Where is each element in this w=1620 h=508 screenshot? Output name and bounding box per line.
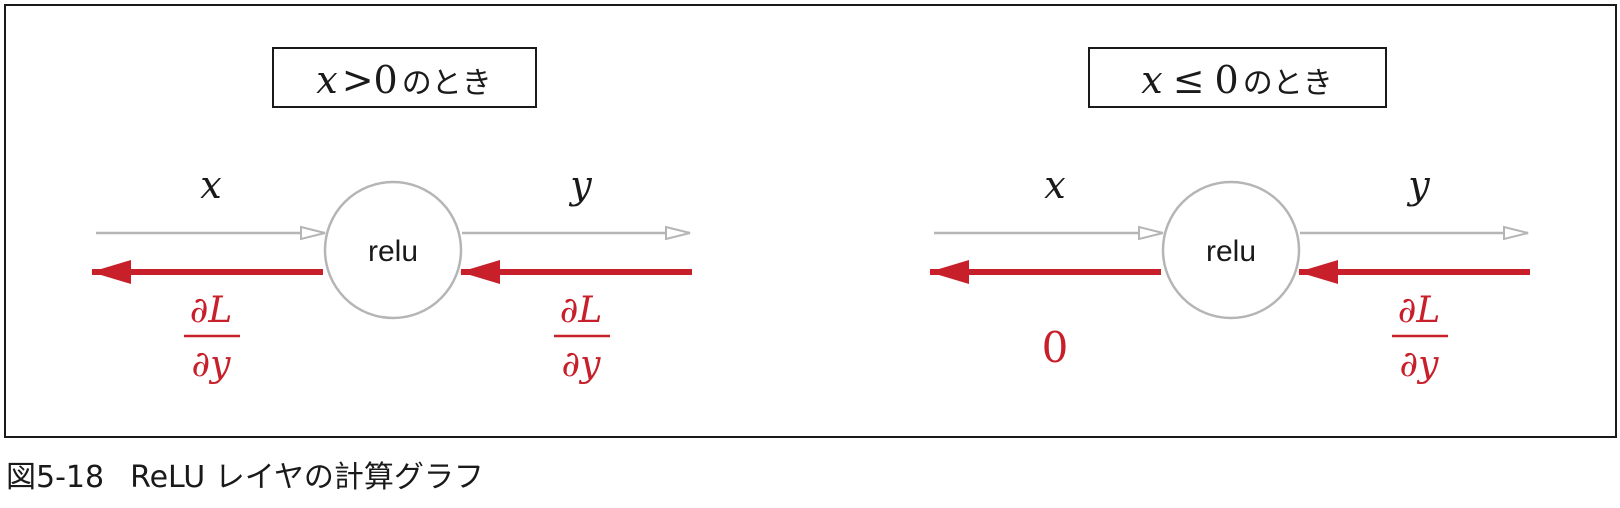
right-condition-label: x ≤0 のとき — [1141, 58, 1332, 102]
svg-text:∂y: ∂y — [192, 344, 232, 385]
right-condition-box — [1088, 47, 1387, 108]
left-condition-suffix: のとき — [402, 66, 492, 101]
svg-text:∂L: ∂L — [190, 290, 233, 331]
svg-text:∂L: ∂L — [1398, 290, 1441, 331]
right-condition-op: ≤ — [1173, 58, 1205, 102]
right-panel: x ≤0 のとき x relu y 0 ∂L ∂y — [929, 47, 1530, 385]
right-input-label: x — [1044, 163, 1065, 207]
left-input-label: x — [200, 163, 221, 207]
left-output-label: y — [568, 163, 592, 207]
left-condition-label: x >0 のとき — [316, 58, 491, 102]
right-downstream-gradient: 0 — [1042, 323, 1069, 372]
figure-frame — [4, 4, 1617, 438]
right-condition-var: x — [1141, 58, 1162, 102]
figure-caption: 図5-18 ReLU レイヤの計算グラフ — [6, 460, 484, 495]
left-condition-box — [272, 47, 537, 108]
left-condition-val: 0 — [374, 58, 398, 102]
left-panel: x >0 のとき x relu y ∂L ∂y ∂L — [91, 47, 692, 385]
left-relu-node-label: relu — [368, 235, 418, 268]
left-downstream-gradient: ∂L ∂y — [184, 290, 240, 385]
right-condition-suffix: のとき — [1243, 66, 1333, 101]
right-condition-val: 0 — [1215, 58, 1239, 102]
left-condition-op: > — [342, 58, 374, 102]
svg-text:∂y: ∂y — [1400, 344, 1440, 385]
figure-number: 図5-18 — [6, 460, 104, 495]
right-relu-node-label: relu — [1206, 235, 1256, 268]
figure-title: ReLU レイヤの計算グラフ — [130, 460, 484, 495]
svg-text:∂y: ∂y — [562, 344, 602, 385]
right-relu-node — [1161, 180, 1301, 320]
right-upstream-gradient: ∂L ∂y — [1392, 290, 1448, 385]
svg-text:∂L: ∂L — [560, 290, 603, 331]
left-relu-node — [323, 180, 463, 320]
left-upstream-gradient: ∂L ∂y — [554, 290, 610, 385]
right-output-label: y — [1406, 163, 1430, 207]
left-condition-var: x — [316, 58, 337, 102]
